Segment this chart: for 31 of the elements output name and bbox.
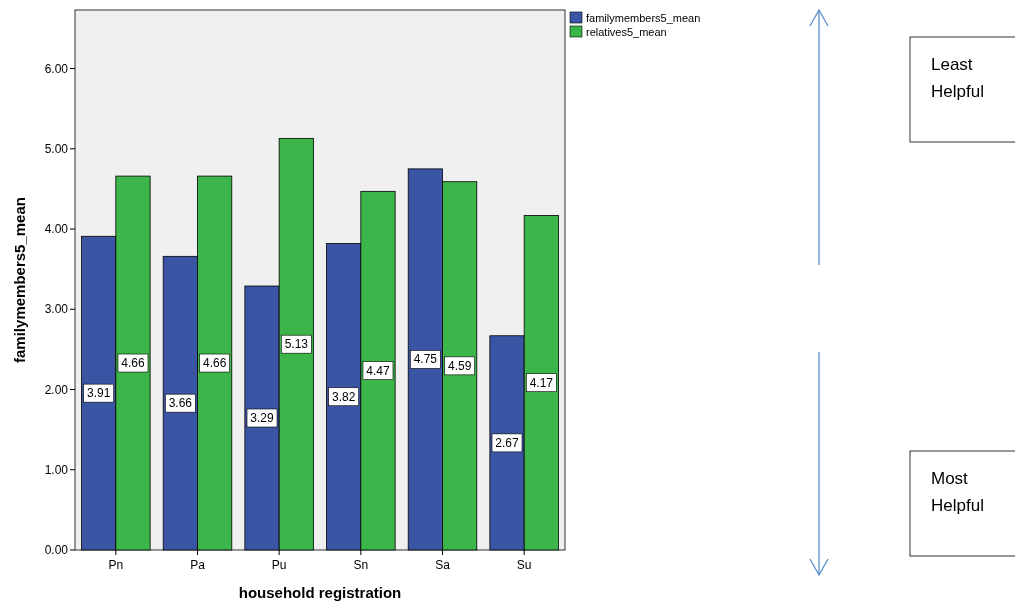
- x-axis-title: household registration: [238, 584, 402, 601]
- text: Least Helpful: [931, 55, 984, 101]
- x-tick-label: Pu: [271, 558, 287, 572]
- data-label: 4.75: [413, 352, 438, 367]
- x-tick-label: Sn: [353, 558, 369, 572]
- data-label: 4.47: [366, 363, 390, 378]
- data-label: 4.66: [121, 356, 145, 371]
- data-label: 4.59: [447, 358, 472, 373]
- y-tick-label: 3.00: [44, 302, 69, 317]
- y-axis-title: familymembers5_mean: [11, 197, 28, 363]
- data-label: 4.66: [202, 356, 227, 371]
- data-label: 3.91: [87, 386, 111, 401]
- y-tick-label: 6.00: [44, 61, 69, 76]
- y-tick-label: 5.00: [44, 141, 69, 156]
- y-tick-label: 4.00: [44, 222, 69, 237]
- data-label: 3.29: [250, 411, 275, 426]
- y-tick-label: 0.00: [44, 543, 69, 557]
- x-tick-label: Su: [516, 558, 532, 572]
- y-tick-label: 2.00: [44, 382, 69, 397]
- data-label: 4.17: [529, 375, 554, 390]
- data-label: 2.67: [495, 435, 520, 450]
- text: Most Helpful: [931, 469, 984, 515]
- x-tick-label: Pa: [190, 558, 206, 572]
- x-tick-label: Sa: [435, 558, 451, 572]
- data-label: 3.82: [332, 389, 356, 404]
- legend-label: familymembers5_mean: [586, 12, 701, 24]
- data-label: 3.66: [168, 396, 193, 411]
- data-label: 5.13: [284, 337, 309, 352]
- y-tick-label: 1.00: [44, 462, 69, 477]
- x-tick-label: Pn: [108, 558, 124, 572]
- legend-label: relatives5_mean: [586, 26, 667, 38]
